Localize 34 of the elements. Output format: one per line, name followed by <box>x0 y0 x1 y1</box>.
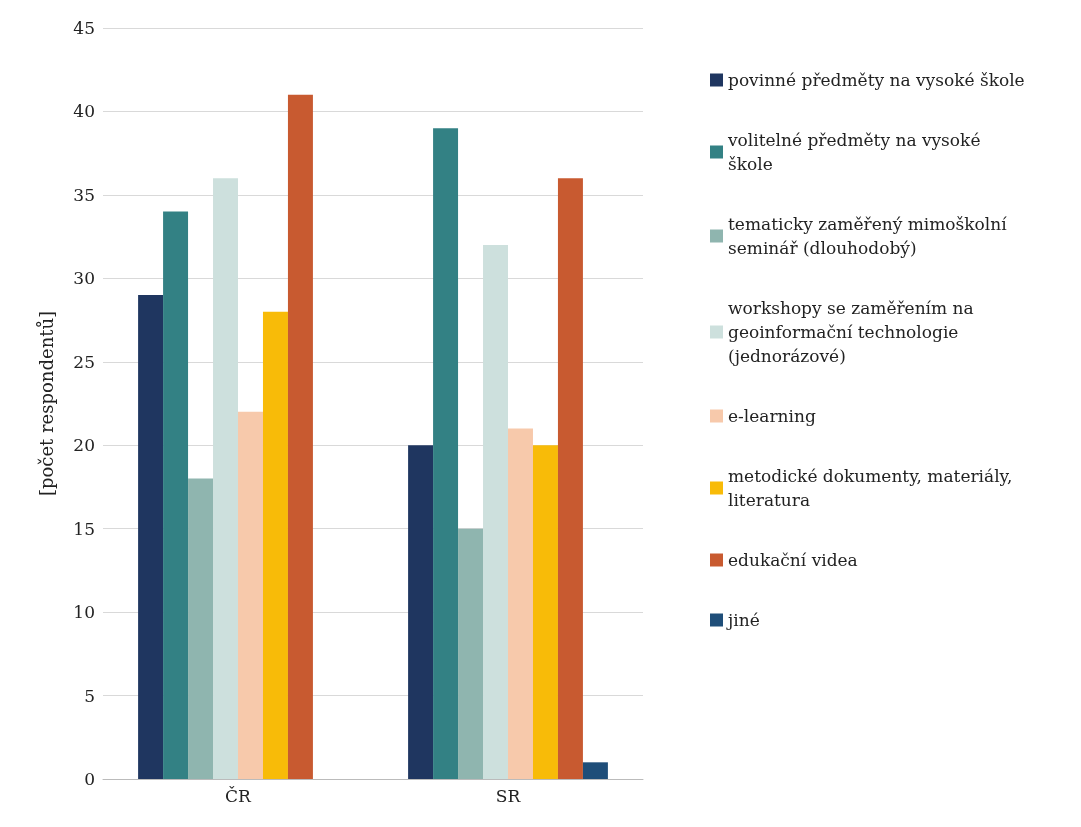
y-tick-label: 15 <box>73 518 95 539</box>
legend-label: volitelné předměty na vysoké škole <box>727 130 986 174</box>
bar <box>238 411 263 779</box>
bar <box>557 178 583 779</box>
bar <box>408 445 434 779</box>
bar <box>138 295 164 779</box>
bar <box>287 94 313 779</box>
bar <box>188 478 214 779</box>
y-tick-label: 25 <box>73 351 95 372</box>
legend-label: povinné předměty na vysoké škole <box>728 70 1025 90</box>
bar <box>163 211 189 779</box>
bar <box>458 528 484 779</box>
bar <box>508 428 533 779</box>
y-tick-label: 5 <box>84 685 95 706</box>
y-tick-label: 45 <box>73 18 95 38</box>
y-tick-label: 35 <box>73 184 95 205</box>
legend-label: jiné <box>726 610 760 630</box>
bar <box>582 762 608 779</box>
bar <box>532 445 558 779</box>
y-tick-label: 40 <box>73 101 95 122</box>
x-tick-label: ČR <box>225 785 253 806</box>
y-tick-label: 10 <box>73 602 95 623</box>
bar <box>433 128 459 779</box>
y-tick-label: 20 <box>73 435 95 456</box>
y-tick-label: 0 <box>84 769 95 789</box>
legend-label: edukační videa <box>728 550 858 570</box>
x-tick-label: SR <box>495 785 522 806</box>
legend-label: workshopy se zaměřením na geoinformační technologie (jednorázové) <box>728 298 980 366</box>
bar <box>262 311 288 779</box>
legend-label: e-learning <box>728 406 816 426</box>
legend-label: tematicky zaměřený mimoškolní seminář (dlouhodobý) <box>728 214 1013 258</box>
legend-label: metodické dokumenty, materiály, literatura <box>728 466 1018 510</box>
y-tick-label: 30 <box>73 268 95 289</box>
y-axis-title: [počet respondentů] <box>35 310 57 497</box>
